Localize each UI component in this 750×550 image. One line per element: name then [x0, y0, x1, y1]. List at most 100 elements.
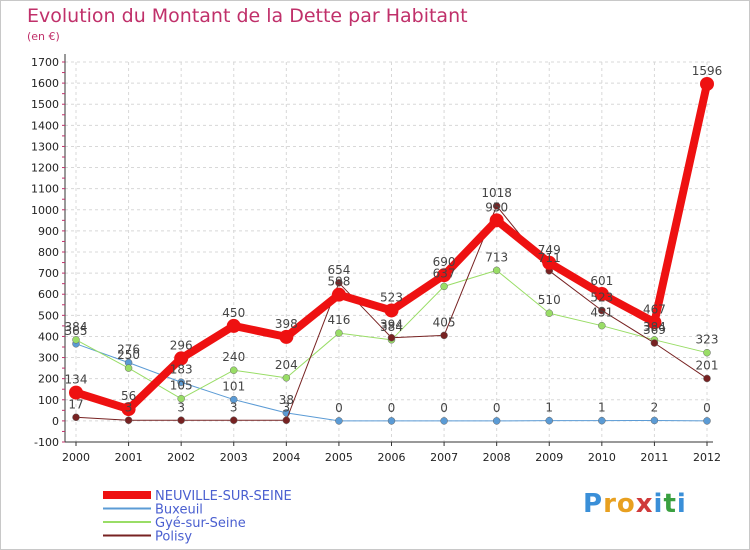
- data-label: 0: [388, 401, 396, 415]
- data-labels: 134 56 296 450 398 598 523 690 950 749 601 467 1596 3…: [65, 64, 723, 415]
- logo-letter: i: [676, 489, 687, 519]
- logo-letter: r: [603, 489, 617, 519]
- data-label: 523: [590, 290, 613, 304]
- grid: [65, 61, 713, 443]
- data-point: [335, 279, 343, 287]
- y-tick-label: 800: [38, 246, 59, 259]
- data-label: 384: [380, 320, 403, 334]
- data-label: 0: [440, 401, 448, 415]
- data-point: [492, 202, 501, 210]
- y-tick-label: 1000: [31, 204, 59, 217]
- data-label: 405: [433, 315, 456, 329]
- data-label: 3: [230, 400, 238, 414]
- y-tick-label: 300: [38, 352, 59, 365]
- data-point: [492, 266, 501, 275]
- data-point: [703, 348, 711, 357]
- y-tick-label: 1300: [31, 140, 59, 153]
- data-label: 690: [433, 255, 456, 269]
- data-label: 276: [117, 343, 140, 357]
- data-label: 3: [125, 400, 133, 414]
- x-tick-label: 2001: [115, 451, 143, 464]
- data-point: [72, 413, 80, 422]
- data-label: 240: [222, 350, 245, 364]
- y-tick-label: -100: [34, 436, 59, 449]
- data-point: [598, 416, 606, 425]
- data-label: 3: [177, 400, 185, 414]
- data-label: 394: [380, 318, 403, 332]
- legend-label: Buxeuil: [155, 503, 203, 518]
- data-label: 450: [222, 306, 245, 320]
- x-tick-label: 2003: [220, 451, 248, 464]
- data-point: [492, 417, 501, 425]
- data-label: 711: [538, 251, 561, 265]
- x-tick-label: 2000: [62, 451, 90, 464]
- data-label: 713: [485, 250, 508, 264]
- series-line: [74, 83, 711, 414]
- data-label: 467: [643, 302, 666, 316]
- chart-unit: (en €): [27, 30, 60, 43]
- chart-title: Evolution du Montant de la Dette par Hab…: [27, 5, 468, 27]
- data-label: 749: [538, 243, 561, 257]
- data-label: 2: [651, 400, 659, 414]
- data-point: [331, 287, 346, 302]
- data-label: 0: [493, 401, 501, 415]
- data-label: 0: [703, 401, 711, 415]
- data-label: 250: [117, 348, 140, 362]
- data-point: [598, 321, 606, 330]
- x-tick-label: 2011: [640, 451, 668, 464]
- data-point: [282, 374, 291, 382]
- data-point: [335, 417, 343, 425]
- y-tick-label: 1100: [31, 183, 59, 196]
- data-point: [440, 331, 448, 340]
- data-label: 637: [433, 266, 456, 280]
- data-point: [437, 268, 452, 283]
- y-tick-label: 1500: [31, 98, 59, 111]
- x-tick-label: 2005: [325, 451, 353, 464]
- data-point: [703, 374, 711, 383]
- data-point: [542, 255, 557, 270]
- data-point: [335, 329, 343, 337]
- data-point: [226, 318, 241, 333]
- legend-label: NEUVILLE-SUR-SEINE: [155, 489, 292, 504]
- x-tick-label: 2009: [535, 451, 563, 464]
- data-label: 0: [335, 401, 343, 415]
- data-label: 416: [327, 313, 350, 327]
- data-point: [279, 329, 294, 344]
- data-label: 384: [65, 320, 88, 334]
- data-point: [703, 417, 711, 425]
- data-label: 17: [68, 397, 83, 411]
- data-label: 101: [222, 380, 245, 394]
- x-tick-label: 2002: [167, 451, 195, 464]
- y-tick-label: 700: [38, 267, 59, 280]
- data-point: [650, 339, 659, 347]
- x-tick-label: 2004: [272, 451, 300, 464]
- data-point: [700, 76, 714, 91]
- y-tick-label: 200: [38, 373, 59, 386]
- data-point: [598, 306, 606, 315]
- data-point: [384, 303, 399, 318]
- x-tick-label: 2010: [588, 451, 616, 464]
- y-tick-label: 1600: [31, 77, 59, 90]
- data-point: [594, 287, 609, 302]
- data-point: [650, 416, 659, 425]
- data-point: [69, 385, 83, 400]
- legend-label: Polisy: [155, 530, 192, 545]
- axes: -100010020030040050060070080090010001100…: [31, 54, 721, 464]
- x-tick-label: 2006: [378, 451, 406, 464]
- data-label: 398: [275, 317, 298, 331]
- logo-letter: x: [635, 489, 654, 519]
- data-point: [489, 213, 504, 228]
- series-group: [69, 76, 714, 425]
- data-point: [121, 402, 136, 417]
- x-tick-label: 2012: [693, 451, 721, 464]
- y-tick-label: 900: [38, 225, 59, 238]
- x-tick-label: 2008: [483, 451, 511, 464]
- data-point: [545, 309, 553, 317]
- data-label: 183: [170, 362, 193, 376]
- y-tick-label: 400: [38, 330, 59, 343]
- data-label: 1: [598, 401, 606, 415]
- logo-letter: o: [616, 489, 636, 519]
- y-tick-label: 600: [38, 288, 59, 301]
- data-point: [177, 416, 185, 425]
